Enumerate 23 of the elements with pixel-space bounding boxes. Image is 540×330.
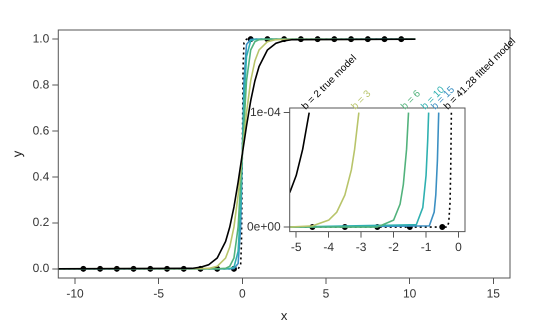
x-tick-label: -10 — [66, 286, 84, 301]
x-tick-label: 0 — [455, 240, 462, 254]
x-tick-label: 15 — [486, 286, 500, 301]
y-tick-label: 0.8 — [32, 77, 50, 92]
x-tick-label: 0 — [238, 286, 246, 301]
y-tick-label: 0.0 — [32, 261, 50, 276]
x-tick-label: -4 — [323, 240, 334, 254]
y-tick-label: 1.0 — [32, 32, 50, 46]
x-tick-label: -3 — [356, 240, 367, 254]
y-tick-label: 0.6 — [32, 123, 50, 138]
x-tick-label: -5 — [290, 240, 302, 254]
y-tick-label: 0.4 — [32, 169, 50, 184]
x-tick-label: 10 — [402, 286, 417, 301]
y-axis-title: y — [9, 150, 24, 158]
x-tick-label: 5 — [322, 286, 330, 301]
x-axis-title: x — [280, 308, 288, 323]
y-tick-label: 0.2 — [32, 215, 50, 230]
annotation: b = 3 — [350, 88, 374, 112]
y-tick-label: 1e-04 — [250, 104, 282, 119]
x-tick-label: -5 — [153, 286, 164, 301]
x-tick-label: -1 — [420, 240, 432, 254]
y-tick-label: 0e+00 — [247, 219, 282, 234]
x-tick-label: -2 — [388, 240, 400, 254]
